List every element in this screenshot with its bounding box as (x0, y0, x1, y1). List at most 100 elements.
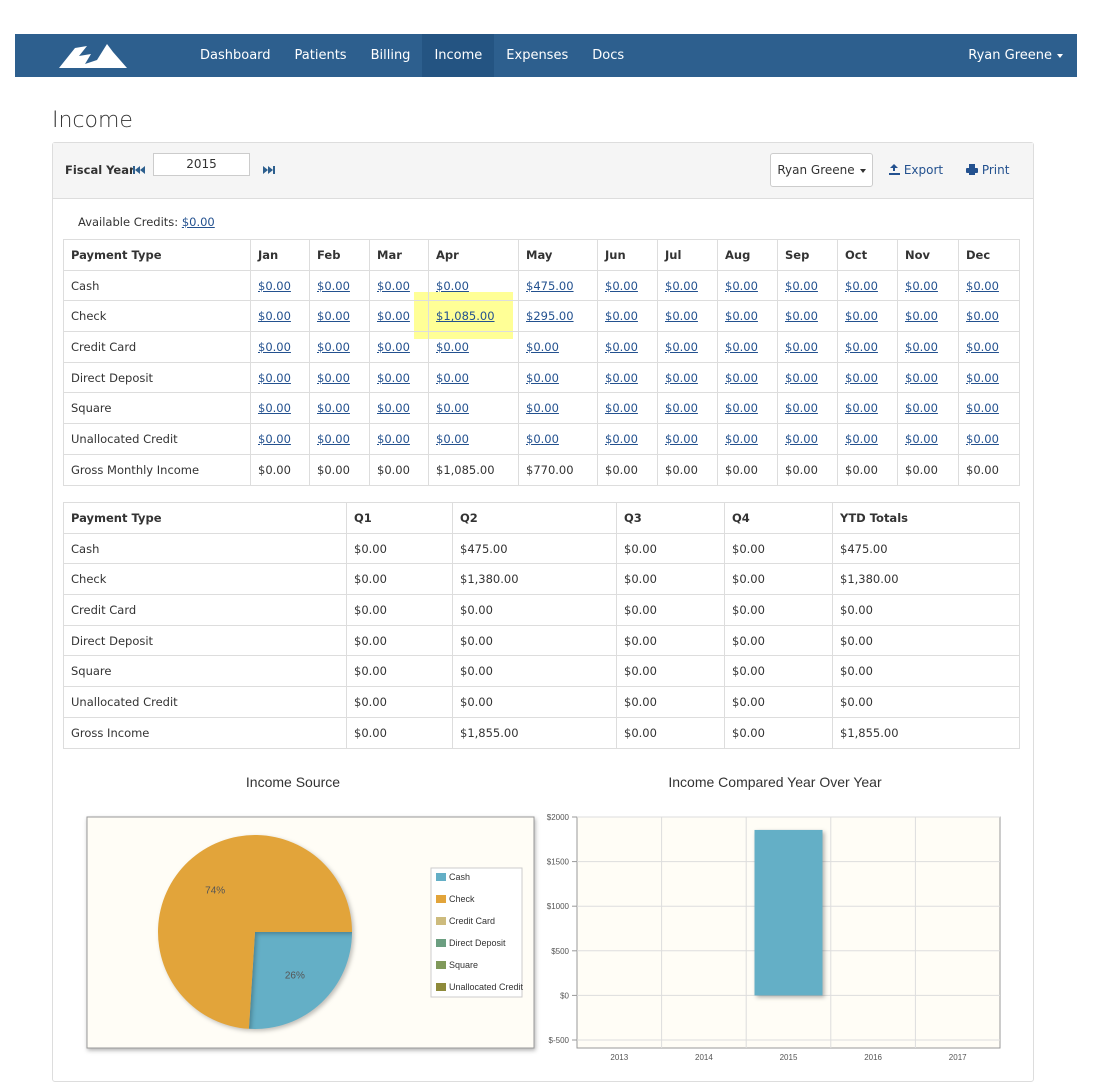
cell-link[interactable]: $0.00 (665, 431, 698, 446)
cell-link[interactable]: $0.00 (605, 431, 638, 446)
user-menu[interactable]: Ryan Greene (968, 34, 1063, 77)
cell-link[interactable]: $1,085.00 (436, 309, 495, 324)
cell-link[interactable]: $0.00 (845, 309, 878, 324)
cell-link[interactable]: $0.00 (436, 370, 469, 385)
nav-item[interactable]: Dashboard (200, 48, 271, 63)
user-button[interactable]: Ryan Greene (770, 153, 873, 187)
cell-link[interactable]: $0.00 (725, 401, 758, 416)
cell-link[interactable]: $0.00 (258, 309, 291, 324)
header-cell: Sep (777, 239, 838, 271)
cell-link[interactable]: $0.00 (377, 431, 410, 446)
y-tick-label: $500 (551, 947, 569, 956)
nav-item[interactable]: Billing (370, 48, 411, 63)
logo[interactable] (57, 40, 132, 72)
cell-link[interactable]: $0.00 (258, 339, 291, 354)
cell-link[interactable]: $0.00 (725, 339, 758, 354)
cell: $0.00 (597, 300, 658, 333)
cell-link[interactable]: $0.00 (785, 309, 818, 324)
cell-link[interactable]: $0.00 (258, 278, 291, 293)
credits-label: Available Credits: (78, 215, 179, 229)
cell-link[interactable]: $0.00 (317, 401, 350, 416)
prev-year[interactable] (133, 165, 145, 175)
credits-value[interactable]: $0.00 (181, 215, 215, 229)
cell: $0.00 (597, 331, 658, 363)
cell-link[interactable]: $0.00 (845, 278, 878, 293)
cell-link[interactable]: $0.00 (436, 401, 469, 416)
cell-link[interactable]: $0.00 (966, 401, 999, 416)
cell-link[interactable]: $0.00 (665, 309, 698, 324)
cell-link[interactable]: $0.00 (905, 401, 938, 416)
cell-link[interactable]: $0.00 (665, 339, 698, 354)
cell-link[interactable]: $0.00 (845, 370, 878, 385)
cell-link[interactable]: $0.00 (785, 370, 818, 385)
cell-link[interactable]: $0.00 (905, 370, 938, 385)
cell-link[interactable]: $0.00 (377, 278, 410, 293)
cell-link[interactable]: $0.00 (665, 278, 698, 293)
cell-link[interactable]: $0.00 (665, 401, 698, 416)
cell-link[interactable]: $0.00 (905, 278, 938, 293)
cell-link[interactable]: $0.00 (377, 339, 410, 354)
fiscal-year-input[interactable]: 2015 (153, 153, 250, 176)
cell-link[interactable]: $0.00 (258, 431, 291, 446)
cell-link[interactable]: $0.00 (665, 370, 698, 385)
cell-link[interactable]: $0.00 (905, 431, 938, 446)
cell-link[interactable]: $0.00 (966, 309, 999, 324)
cell-link[interactable]: $0.00 (526, 431, 559, 446)
panel: Fiscal Year 2015 Ryan Greene Export Prin… (52, 142, 1034, 1082)
cell-link[interactable]: $0.00 (725, 278, 758, 293)
cell-link[interactable]: $0.00 (526, 339, 559, 354)
nav-item[interactable]: Expenses (506, 48, 569, 63)
cell-link[interactable]: $0.00 (845, 401, 878, 416)
export-button[interactable]: Export (889, 163, 943, 177)
cell: $0.00 (346, 686, 453, 718)
cell-link[interactable]: $0.00 (725, 309, 758, 324)
cell-link[interactable]: $0.00 (966, 278, 999, 293)
cell-link[interactable]: $475.00 (526, 278, 574, 293)
cell-link[interactable]: $0.00 (785, 339, 818, 354)
cell-link[interactable]: $0.00 (377, 309, 410, 324)
cell-link[interactable]: $0.00 (966, 431, 999, 446)
cell-link[interactable]: $0.00 (905, 339, 938, 354)
cell-link[interactable]: $295.00 (526, 309, 574, 324)
cell-link[interactable]: $0.00 (605, 339, 638, 354)
cell-link[interactable]: $0.00 (966, 339, 999, 354)
cell-link[interactable]: $0.00 (526, 370, 559, 385)
cell-link[interactable]: $0.00 (845, 339, 878, 354)
cell-link[interactable]: $0.00 (785, 431, 818, 446)
cell-link[interactable]: $0.00 (785, 401, 818, 416)
nav-item[interactable]: Income (422, 34, 495, 77)
cell-link[interactable]: $0.00 (605, 278, 638, 293)
cell-link[interactable]: $0.00 (605, 401, 638, 416)
cell-link[interactable]: $0.00 (436, 278, 469, 293)
cell-link[interactable]: $0.00 (725, 370, 758, 385)
nav-items: Dashboard Patients Billing Income Expenses Do… (188, 34, 636, 77)
cell-link[interactable]: $0.00 (785, 278, 818, 293)
cell: $0.00 (958, 331, 1020, 363)
header-cell: Apr (428, 239, 519, 271)
cell-link[interactable]: $0.00 (436, 431, 469, 446)
cell-link[interactable]: $0.00 (317, 309, 350, 324)
cell-link[interactable]: $0.00 (377, 370, 410, 385)
cell-link[interactable]: $0.00 (966, 370, 999, 385)
cell-link[interactable]: $0.00 (905, 309, 938, 324)
next-year[interactable] (263, 165, 275, 175)
cell-link[interactable]: $0.00 (258, 370, 291, 385)
cell-link[interactable]: $0.00 (317, 370, 350, 385)
cell-link[interactable]: $0.00 (845, 431, 878, 446)
cell-link[interactable]: $0.00 (317, 339, 350, 354)
cell-link[interactable]: $0.00 (725, 431, 758, 446)
cell-link[interactable]: $0.00 (605, 370, 638, 385)
cell-link[interactable]: $0.00 (605, 309, 638, 324)
cell-link[interactable]: $0.00 (317, 278, 350, 293)
row: Credit Card $0.00 $0.00 $0.00 $0.00 $0.00 $0.0… (63, 331, 1020, 363)
cell-link[interactable]: $0.00 (436, 339, 469, 354)
nav-item[interactable]: Patients (294, 48, 347, 63)
nav-item[interactable]: Docs (592, 48, 625, 63)
legend-swatch (436, 873, 446, 881)
cell-link[interactable]: $0.00 (377, 401, 410, 416)
cell: $0.00 (958, 269, 1020, 302)
cell-link[interactable]: $0.00 (317, 431, 350, 446)
cell-link[interactable]: $0.00 (258, 401, 291, 416)
cell-link[interactable]: $0.00 (526, 401, 559, 416)
print-button[interactable]: Print (966, 163, 1009, 177)
